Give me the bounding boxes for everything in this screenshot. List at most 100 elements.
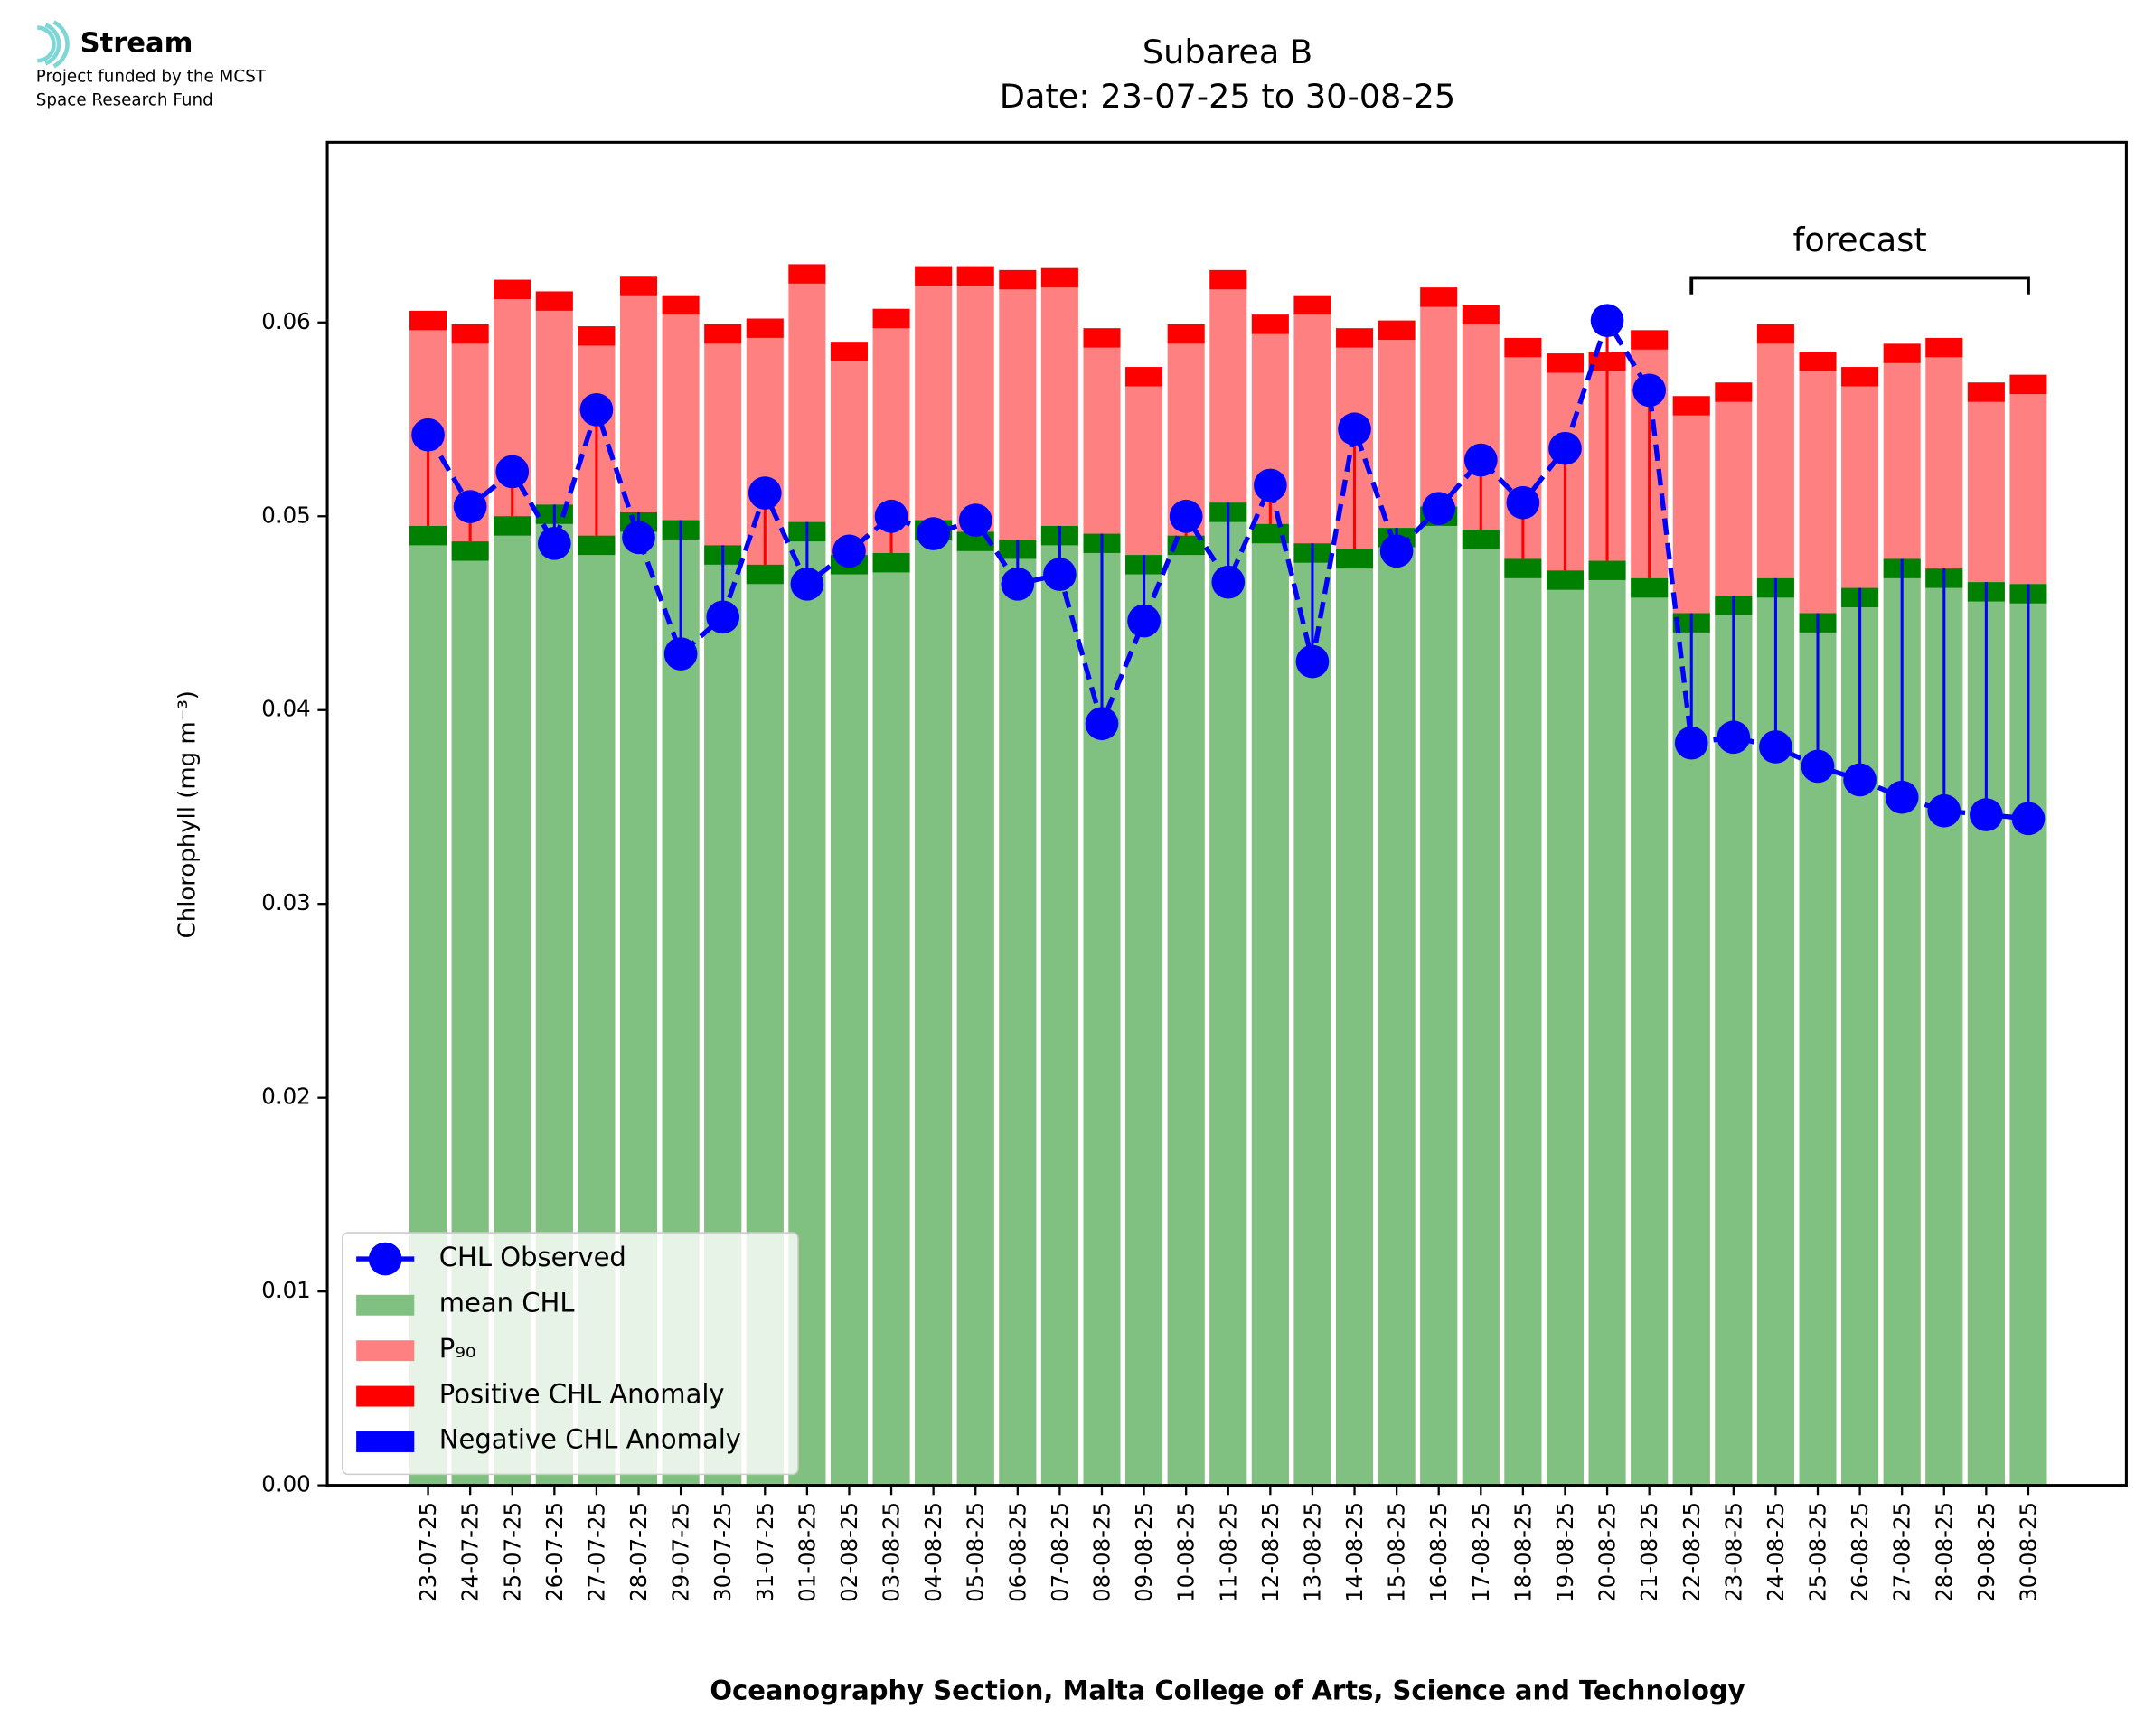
x-tick-label: 14-08-25	[1341, 1502, 1368, 1602]
legend-label: Positive CHL Anomaly	[439, 1378, 725, 1409]
mean-strip	[409, 525, 447, 546]
x-tick-label: 07-08-25	[1047, 1502, 1073, 1602]
mean-bar	[999, 539, 1037, 1486]
x-tick-label: 20-08-25	[1594, 1502, 1621, 1602]
observed-point	[1085, 707, 1119, 741]
mean-strip	[1588, 560, 1626, 580]
observed-point	[1422, 492, 1456, 526]
x-tick-label: 01-08-25	[794, 1502, 820, 1602]
y-tick-label: 0.02	[261, 1084, 310, 1110]
x-tick-label: 09-08-25	[1131, 1502, 1157, 1602]
forecast-bracket	[1689, 276, 2030, 295]
observed-point	[917, 517, 950, 550]
observed-point	[1169, 499, 1203, 533]
observed-point	[1295, 644, 1330, 679]
x-tick-label: 05-08-25	[963, 1502, 989, 1602]
logo-name: Stream	[80, 27, 193, 59]
x-tick-label: 19-08-25	[1552, 1502, 1578, 1602]
mean-strip	[494, 516, 531, 536]
p90-strip	[788, 264, 826, 284]
x-tick-label: 31-07-25	[752, 1502, 778, 1602]
p90-strip	[1083, 328, 1121, 348]
x-tick-label: 06-08-25	[1004, 1502, 1030, 1602]
mean-bar	[1504, 558, 1542, 1486]
observed-point	[748, 476, 782, 510]
p90-strip	[535, 291, 573, 311]
legend-label: CHL Observed	[439, 1242, 626, 1272]
p90-strip	[1631, 330, 1669, 350]
observed-point	[1843, 763, 1877, 797]
p90-strip	[1251, 314, 1289, 334]
logo-line: Project funded by the MCST	[36, 68, 267, 87]
x-tick-label: 24-08-25	[1763, 1502, 1789, 1602]
p90-strip	[620, 276, 658, 296]
x-tick-label: 29-08-25	[1973, 1502, 1999, 1602]
plot-frame	[325, 140, 2128, 1487]
mean-bar	[1420, 506, 1458, 1486]
x-tick-label: 28-07-25	[626, 1502, 652, 1602]
mean-bar	[1040, 525, 1078, 1486]
mean-strip	[1631, 577, 1669, 598]
x-tick-label: 03-08-25	[879, 1502, 905, 1602]
p90-strip	[746, 318, 784, 338]
logo-line: Space Research Fund	[36, 91, 213, 110]
p90-strip	[1462, 305, 1500, 324]
mean-strip	[1504, 558, 1542, 578]
p90-strip	[1209, 269, 1247, 290]
p90-strip	[956, 266, 994, 286]
p90-strip	[704, 324, 742, 344]
observed-point	[1338, 412, 1371, 446]
observed-point	[1043, 558, 1077, 591]
observed-point	[495, 455, 530, 489]
p90-strip	[1040, 267, 1078, 288]
p90-strip	[1167, 324, 1205, 344]
mean-strip	[1251, 523, 1289, 544]
x-tick-label: 27-07-25	[583, 1502, 609, 1602]
legend-patch	[356, 1385, 415, 1407]
observed-point	[1463, 443, 1498, 477]
observed-point	[1548, 431, 1582, 465]
legend-marker	[368, 1242, 402, 1276]
observed-point	[1590, 304, 1624, 337]
x-tick-label: 15-08-25	[1384, 1502, 1410, 1602]
legend-box	[342, 1232, 799, 1476]
legend-patch	[356, 1294, 415, 1316]
y-axis-label: Chlorophyll (mg m⁻³)	[174, 690, 201, 938]
x-tick-label: 13-08-25	[1299, 1502, 1325, 1602]
observed-point	[622, 521, 655, 555]
p90-strip	[1293, 295, 1331, 315]
observed-point	[958, 503, 992, 537]
mean-strip	[451, 541, 489, 561]
observed-point	[1254, 468, 1287, 502]
x-tick-label: 18-08-25	[1510, 1502, 1536, 1602]
y-tick-label: 0.01	[261, 1277, 310, 1303]
y-tick-label: 0.06	[261, 308, 310, 334]
legend-label: P₉₀	[439, 1333, 476, 1364]
p90-strip	[1756, 324, 1794, 344]
observed-point	[1759, 730, 1792, 764]
observed-point	[1632, 373, 1666, 408]
x-tick-label: 17-08-25	[1468, 1502, 1494, 1602]
y-tick-label: 0.05	[261, 502, 310, 528]
p90-strip	[1883, 343, 1921, 363]
p90-strip	[999, 269, 1037, 290]
x-tick-label: 22-08-25	[1679, 1502, 1705, 1602]
p90-strip	[1672, 396, 1710, 416]
x-tick-label: 21-08-25	[1636, 1502, 1662, 1602]
mean-strip	[1546, 570, 1584, 590]
p90-strip	[1420, 287, 1458, 307]
p90-strip	[451, 324, 489, 344]
mean-bar	[1378, 528, 1416, 1486]
x-tick-label: 30-07-25	[710, 1502, 736, 1602]
p90-strip	[1336, 328, 1374, 348]
x-tick-label: 11-08-25	[1215, 1502, 1241, 1602]
mean-bar	[1588, 560, 1626, 1486]
y-tick-label: 0.03	[261, 889, 310, 915]
observed-point	[832, 534, 866, 568]
mean-strip	[1462, 530, 1500, 549]
x-tick-label: 25-08-25	[1805, 1502, 1831, 1602]
x-tick-label: 08-08-25	[1089, 1502, 1115, 1602]
p90-strip	[1967, 382, 2005, 402]
observed-point	[579, 392, 614, 427]
y-tick-label: 0.00	[261, 1471, 310, 1497]
